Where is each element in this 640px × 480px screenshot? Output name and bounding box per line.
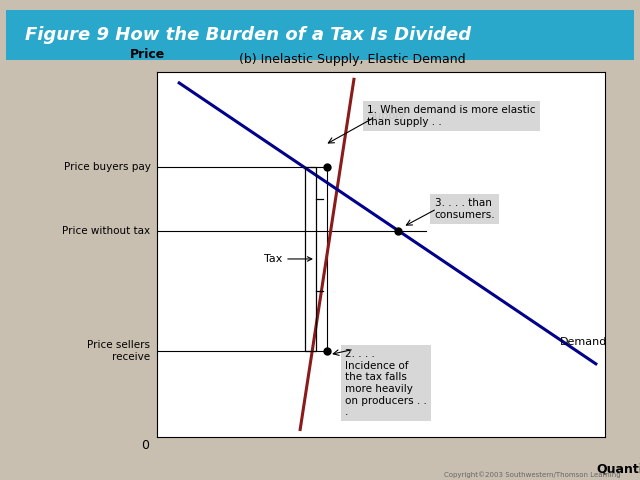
Text: Tax: Tax [264,254,312,264]
Text: 1. When demand is more elastic
than supply . .: 1. When demand is more elastic than supp… [367,105,536,127]
Text: Figure 9 How the Burden of a Tax Is Divided: Figure 9 How the Burden of a Tax Is Divi… [25,26,471,44]
Text: Supply: Supply [367,111,405,121]
Text: Price without tax: Price without tax [62,226,150,236]
FancyBboxPatch shape [0,8,640,62]
Text: Price buyers pay: Price buyers pay [63,162,150,172]
Text: (b) Inelastic Supply, Elastic Demand: (b) Inelastic Supply, Elastic Demand [239,53,465,66]
Bar [305,167,316,351]
Text: Price: Price [130,48,166,61]
Text: 3. . . . than
consumers.: 3. . . . than consumers. [435,198,495,220]
Text: 2. . . .
Incidence of
the tax falls
more heavily
on producers . .
.: 2. . . . Incidence of the tax falls more… [345,349,427,417]
Text: Copyright©2003 Southwestern/Thomson Learning: Copyright©2003 Southwestern/Thomson Lear… [444,471,621,478]
Text: Demand: Demand [560,337,607,347]
Text: 0: 0 [141,439,150,453]
Text: Price sellers
receive: Price sellers receive [88,340,150,362]
Text: Quantit
y: Quantit y [596,462,640,480]
